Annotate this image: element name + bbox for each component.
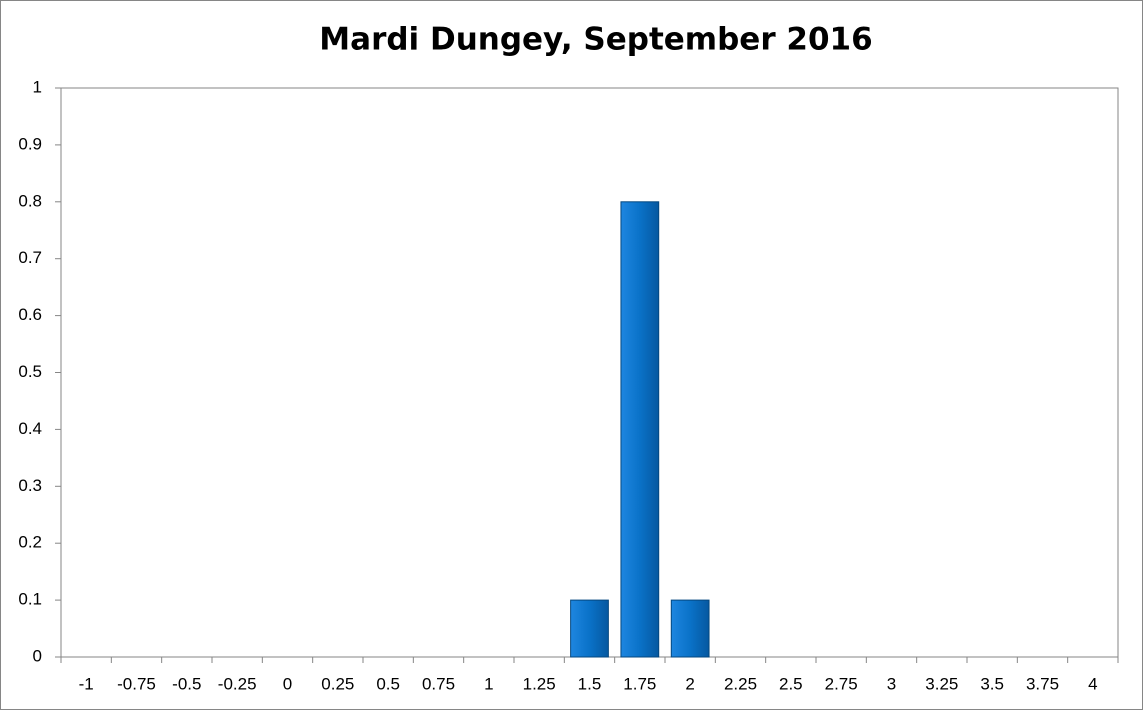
x-tick-label: 0.75 [422, 674, 455, 693]
x-tick-label: 4 [1088, 674, 1097, 693]
x-tick-label: 2.5 [779, 674, 803, 693]
y-tick-label: 0.4 [18, 419, 42, 438]
x-tick-label: 3.25 [925, 674, 958, 693]
plot-area [60, 87, 1119, 658]
x-tick-label: 0 [283, 674, 292, 693]
x-tick-label: 3.75 [1026, 674, 1059, 693]
y-tick-label: 0.6 [18, 305, 42, 324]
y-tick-label: 1 [33, 77, 42, 96]
chart-title: Mardi Dungey, September 2016 [319, 22, 872, 58]
x-tick-label: 0.5 [376, 674, 400, 693]
x-tick-label: 0.25 [321, 674, 354, 693]
bar [670, 599, 710, 658]
y-tick-label: 0.2 [18, 533, 42, 552]
x-tick-label: -0.75 [117, 674, 156, 693]
x-tick-label: 1.75 [623, 674, 656, 693]
x-tick-label: 1 [484, 674, 493, 693]
x-tick-label: 2 [685, 674, 694, 693]
bar [620, 201, 660, 658]
y-tick-label: 0 [33, 646, 42, 665]
y-tick-label: 0.3 [18, 476, 42, 495]
x-tick-label: -0.5 [172, 674, 201, 693]
y-tick-label: 0.1 [18, 590, 42, 609]
x-tick-label: -0.25 [218, 674, 257, 693]
y-tick-label: 0.5 [18, 362, 42, 381]
x-tick-label: 3 [887, 674, 896, 693]
x-tick-label: 1.5 [578, 674, 602, 693]
x-tick-label: -1 [79, 674, 94, 693]
y-tick-label: 0.9 [18, 134, 42, 153]
x-tick-label: 3.5 [980, 674, 1004, 693]
x-tick-label: 2.25 [724, 674, 757, 693]
x-tick-label: 2.75 [825, 674, 858, 693]
y-tick-label: 0.7 [18, 248, 42, 267]
x-tick-label: 1.25 [523, 674, 556, 693]
y-tick-label: 0.8 [18, 191, 42, 210]
bar [570, 599, 609, 658]
